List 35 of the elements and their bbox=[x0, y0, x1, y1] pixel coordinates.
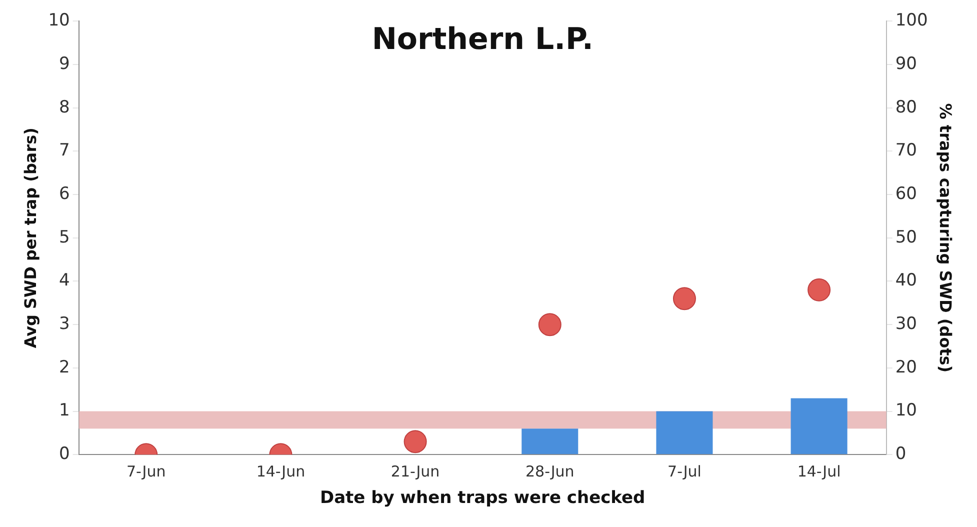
y-tick-label: 7 bbox=[59, 140, 70, 161]
chart-title: Northern L.P. bbox=[372, 22, 594, 57]
y-tick-label: 8 bbox=[59, 97, 70, 118]
y2-tick-label: 40 bbox=[895, 270, 917, 291]
y2-tick-label: 100 bbox=[895, 10, 928, 31]
bar bbox=[790, 398, 848, 454]
y2-tick-label: 10 bbox=[895, 400, 917, 421]
x-tick-label: 14-Jun bbox=[256, 462, 306, 480]
y-tick-label: 9 bbox=[59, 54, 70, 74]
y-tick-label: 10 bbox=[48, 10, 70, 31]
y2-tick-label: 70 bbox=[895, 140, 917, 161]
x-tick-label: 7-Jul bbox=[668, 462, 702, 480]
y2-tick-label: 80 bbox=[895, 97, 917, 118]
y2-tick-label: 20 bbox=[895, 357, 917, 378]
y-tick-label: 6 bbox=[59, 184, 70, 204]
x-axis-title: Date by when traps were checked bbox=[320, 488, 646, 508]
bar bbox=[656, 411, 713, 454]
y-tick-label: 1 bbox=[59, 400, 70, 421]
y2-tick-label: 30 bbox=[895, 314, 917, 334]
x-tick-label: 28-Jun bbox=[525, 462, 574, 480]
x-tick-label: 21-Jun bbox=[390, 462, 440, 480]
y-tick-label: 5 bbox=[59, 227, 70, 248]
y2-tick-label: 60 bbox=[895, 184, 917, 204]
y2-tick-label: 50 bbox=[895, 227, 917, 248]
y2-axis-title: % traps capturing SWD (dots) bbox=[936, 103, 956, 373]
x-tick-label: 14-Jul bbox=[797, 462, 841, 480]
y2-tick-label: 0 bbox=[895, 444, 906, 464]
y-tick-label: 0 bbox=[59, 444, 70, 464]
y-tick-label: 3 bbox=[59, 314, 70, 334]
y-tick-label: 4 bbox=[59, 270, 70, 291]
bar bbox=[522, 428, 578, 454]
y-tick-label: 2 bbox=[59, 357, 70, 378]
y-axis-title: Avg SWD per trap (bars) bbox=[20, 128, 40, 348]
y2-tick-label: 90 bbox=[895, 54, 917, 74]
x-tick-label: 7-Jun bbox=[126, 462, 166, 480]
